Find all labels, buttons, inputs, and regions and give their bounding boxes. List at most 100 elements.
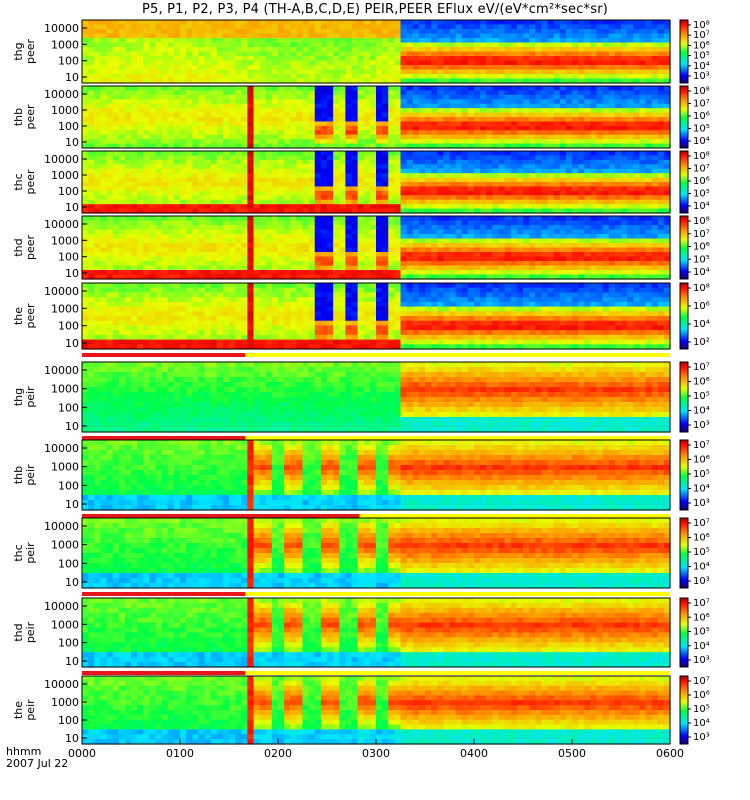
spectrogram-cell bbox=[486, 121, 493, 127]
spectrogram-cell bbox=[388, 60, 395, 66]
spectrogram-cell bbox=[437, 51, 444, 57]
spectrogram-cell bbox=[235, 103, 242, 109]
spectrogram-cell bbox=[131, 243, 138, 249]
spectrogram-cell bbox=[137, 220, 144, 226]
spectrogram-cell bbox=[418, 186, 426, 192]
spectrogram-cell bbox=[333, 65, 340, 71]
spectrogram-cell bbox=[382, 74, 389, 80]
spectrogram-cell bbox=[602, 125, 610, 131]
spectrogram-cell bbox=[418, 69, 426, 75]
spectrogram-cell bbox=[651, 186, 659, 192]
spectrogram-cell bbox=[131, 24, 138, 30]
spectrogram-cell bbox=[596, 86, 604, 92]
spectrogram-cell bbox=[259, 151, 267, 157]
spectrogram-cell bbox=[235, 117, 242, 123]
spectrogram-cell bbox=[290, 60, 297, 66]
spectrogram-cell bbox=[180, 33, 187, 39]
spectrogram-cell bbox=[498, 130, 506, 136]
spectrogram-cell bbox=[621, 143, 628, 149]
spectrogram-cell bbox=[155, 47, 163, 53]
spectrogram-cell bbox=[235, 173, 242, 179]
spectrogram-cell bbox=[382, 270, 389, 276]
spectrogram-cell bbox=[155, 60, 163, 66]
spectrogram-cell bbox=[345, 195, 353, 201]
spectrogram-cell bbox=[394, 274, 402, 280]
spectrogram-cell bbox=[455, 125, 463, 131]
spectrogram-cell bbox=[235, 274, 242, 280]
spectrogram-cell bbox=[388, 220, 395, 226]
spectrogram-cell bbox=[247, 139, 255, 145]
spectrogram-cell bbox=[357, 234, 365, 240]
spectrogram-cell bbox=[253, 199, 261, 205]
spectrogram-cell bbox=[333, 195, 340, 201]
spectrogram-cell bbox=[253, 60, 261, 66]
spectrogram-cell bbox=[100, 20, 108, 26]
spectrogram-cell bbox=[657, 20, 665, 26]
spectrogram-cell bbox=[363, 186, 371, 192]
spectrogram-cell bbox=[382, 94, 389, 100]
spectrogram-cell bbox=[143, 20, 150, 26]
spectrogram-cell bbox=[418, 65, 426, 71]
spectrogram-cell bbox=[222, 208, 230, 214]
spectrogram-cell bbox=[437, 155, 444, 161]
spectrogram-cell bbox=[351, 29, 359, 35]
spectrogram-cell bbox=[155, 265, 163, 271]
spectrogram-cell bbox=[425, 173, 432, 179]
spectrogram-cell bbox=[149, 134, 157, 140]
spectrogram-cell bbox=[363, 130, 371, 136]
spectrogram-cell bbox=[100, 195, 108, 201]
spectrogram-cell bbox=[608, 121, 616, 127]
spectrogram-cell bbox=[510, 190, 518, 196]
spectrogram-cell bbox=[314, 159, 322, 165]
spectrogram-cell bbox=[180, 243, 187, 249]
spectrogram-cell bbox=[406, 234, 414, 240]
spectrogram-cell bbox=[461, 139, 469, 145]
spectrogram-cell bbox=[431, 252, 438, 258]
spectrogram-cell bbox=[357, 47, 365, 53]
spectrogram-cell bbox=[602, 112, 610, 118]
spectrogram-cell bbox=[271, 238, 279, 244]
spectrogram-cell bbox=[621, 177, 628, 183]
spectrogram-cell bbox=[82, 103, 89, 109]
spectrogram-cell bbox=[235, 261, 242, 267]
spectrogram-cell bbox=[639, 33, 647, 39]
spectrogram-cell bbox=[584, 99, 591, 105]
spectrogram-cell bbox=[173, 60, 181, 66]
spectrogram-cell bbox=[351, 252, 359, 258]
spectrogram-cell bbox=[137, 99, 144, 105]
spectrogram-cell bbox=[608, 134, 616, 140]
spectrogram-cell bbox=[621, 134, 628, 140]
spectrogram-cell bbox=[222, 112, 230, 118]
spectrogram-cell bbox=[535, 60, 542, 66]
spectrogram-cell bbox=[443, 177, 451, 183]
spectrogram-cell bbox=[137, 155, 144, 161]
spectrogram-cell bbox=[388, 42, 395, 48]
spectrogram-cell bbox=[559, 60, 567, 66]
spectrogram-cell bbox=[339, 125, 346, 131]
spectrogram-cell bbox=[302, 155, 310, 161]
colorbar bbox=[679, 150, 689, 214]
spectrogram-cell bbox=[290, 24, 297, 30]
spectrogram-cell bbox=[192, 117, 199, 123]
spectrogram-cell bbox=[418, 173, 426, 179]
spectrogram-cell bbox=[271, 24, 279, 30]
spectrogram-cell bbox=[186, 274, 193, 280]
spectrogram-cell bbox=[308, 125, 316, 131]
spectrogram-cell bbox=[253, 155, 261, 161]
spectrogram-cell bbox=[523, 151, 530, 157]
spectrogram-cell bbox=[645, 65, 653, 71]
spectrogram-cell bbox=[535, 151, 542, 157]
spectrogram-cell bbox=[106, 177, 114, 183]
spectrogram-cell bbox=[290, 143, 297, 149]
spectrogram-cell bbox=[333, 234, 340, 240]
spectrogram-cell bbox=[651, 74, 659, 80]
spectrogram-cell bbox=[149, 74, 157, 80]
spectrogram-cell bbox=[210, 229, 218, 235]
spectrogram-cell bbox=[541, 94, 549, 100]
spectrogram-cell bbox=[455, 220, 463, 226]
spectrogram-cell bbox=[137, 38, 144, 44]
spectrogram-cell bbox=[118, 151, 126, 157]
spectrogram-cell bbox=[290, 69, 297, 75]
spectrogram-cell bbox=[210, 121, 218, 127]
spectrogram-cell bbox=[376, 139, 383, 145]
